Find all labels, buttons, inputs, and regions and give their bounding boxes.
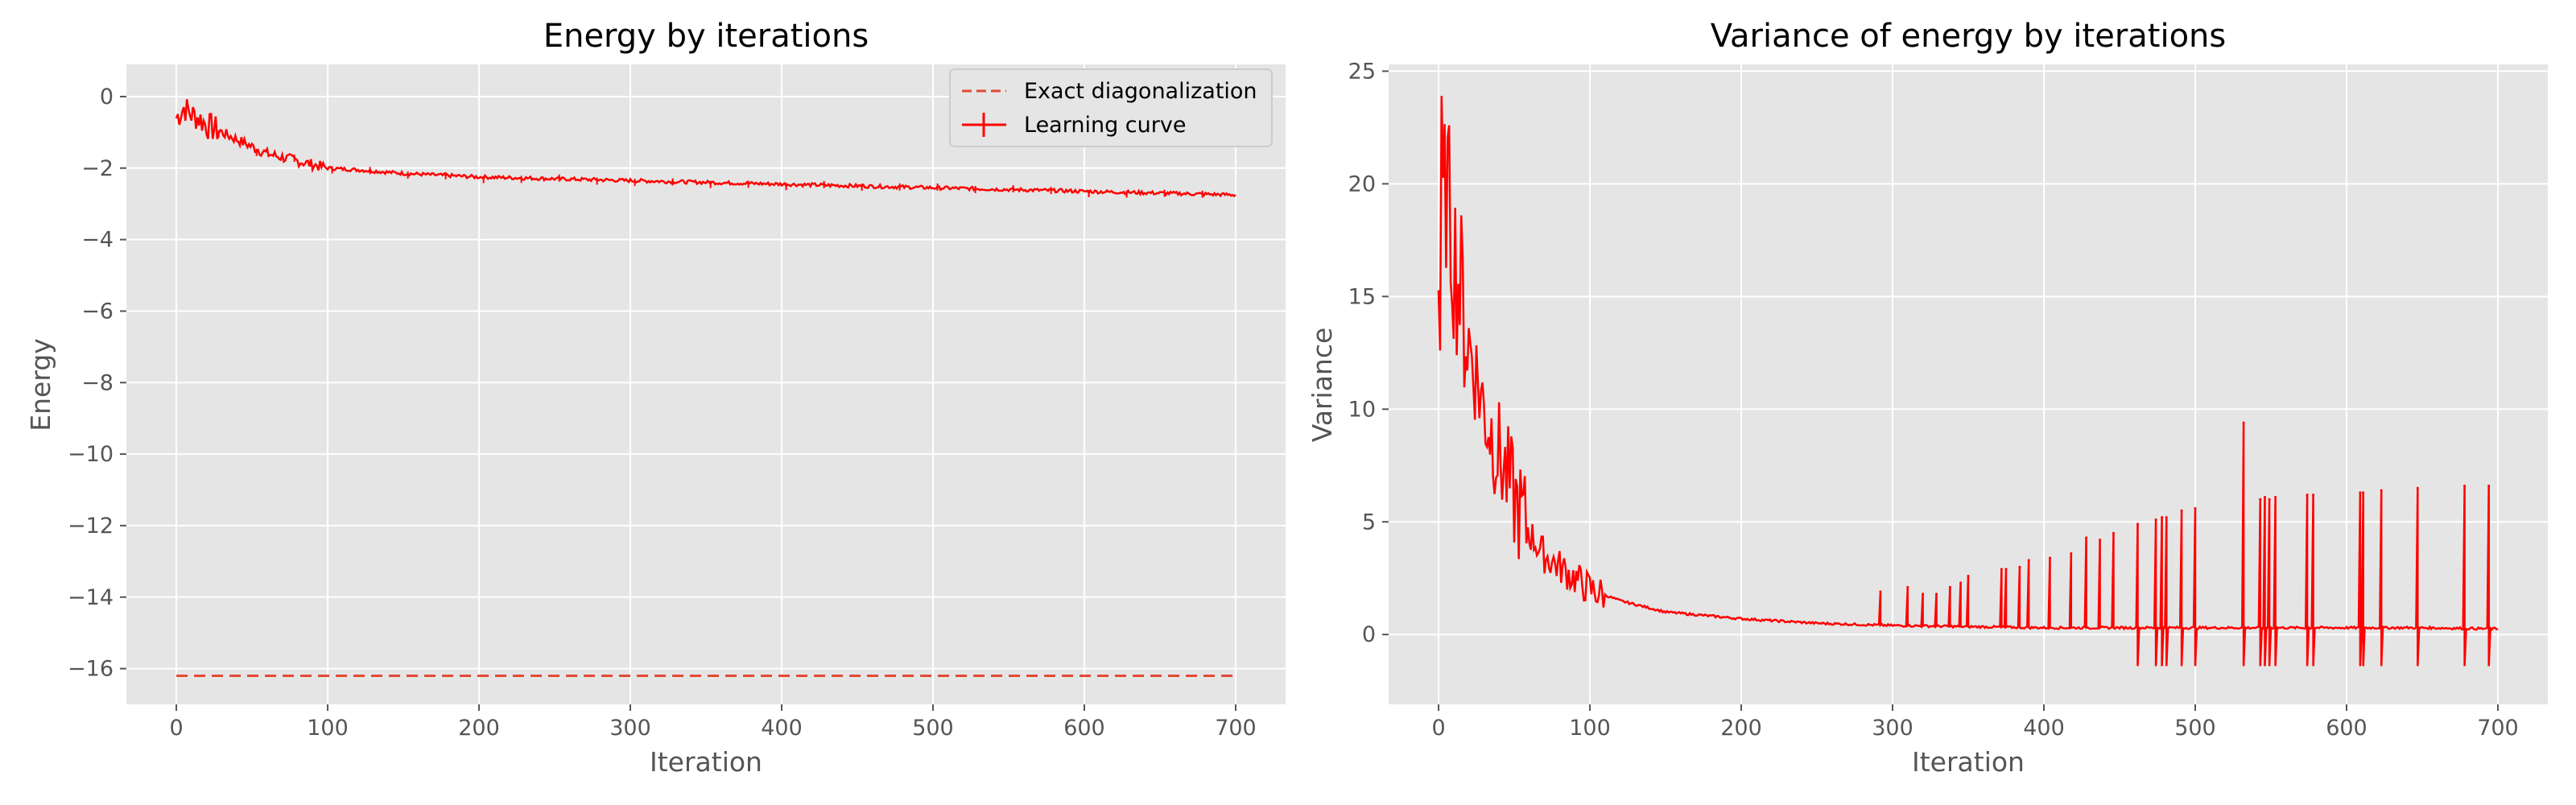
legend-box [949, 68, 1273, 147]
x-tick-label: 500 [2174, 716, 2216, 741]
variance-spike-point [2306, 493, 2309, 497]
x-tick-label: 300 [609, 716, 651, 741]
energy-plot-area [126, 64, 1286, 704]
variance-spike-point [1879, 590, 1882, 593]
variance-spike-point [2274, 495, 2277, 498]
variance-spike-point [2312, 493, 2315, 497]
legend-exact-diagonalization-label: Exact diagonalization [1024, 79, 1257, 104]
variance-spike-point [2000, 568, 2003, 571]
variance-spike-point [2487, 484, 2491, 487]
variance-chart-title: Variance of energy by iterations [1711, 18, 2226, 55]
y-tick-label: −6 [81, 299, 114, 324]
variance-spike-point [1935, 592, 1938, 596]
x-tick-label: 300 [1872, 716, 1913, 741]
y-tick-label: 10 [1348, 397, 1376, 422]
variance-spike-point [2004, 568, 2008, 571]
x-tick-label: 700 [1215, 716, 1257, 741]
variance-spike-point [2194, 506, 2197, 510]
x-tick-label: 200 [1720, 716, 1762, 741]
variance-spike-point [2268, 497, 2271, 501]
x-tick-label: 700 [2477, 716, 2519, 741]
variance-spike-point [1906, 585, 1909, 588]
variance-series [1437, 96, 2499, 667]
y-tick-label: −16 [68, 657, 114, 682]
variance-spike-point [2380, 489, 2383, 492]
y-tick-label: 0 [100, 85, 114, 109]
y-tick-label: 0 [1362, 622, 1376, 647]
variance-spike-point [2136, 522, 2140, 526]
variance-spike-point [1959, 581, 1963, 584]
y-tick-label: −14 [68, 585, 114, 610]
variance-spike-point [2242, 421, 2245, 424]
variance-spike-point [2362, 491, 2365, 494]
variance-spike-point [2027, 559, 2030, 562]
variance-x-axis-label: Iteration [1912, 746, 2025, 778]
x-tick-label: 0 [169, 716, 183, 741]
x-tick-label: 200 [458, 716, 500, 741]
y-tick-label: 20 [1348, 171, 1376, 196]
energy-gridlines [126, 64, 1286, 704]
energy-legend: Exact diagonalization Learning curve [949, 68, 1273, 147]
y-tick-label: −10 [68, 442, 114, 467]
variance-spike-point [2018, 565, 2021, 568]
x-tick-label: 500 [912, 716, 954, 741]
variance-y-axis-label: Variance [1307, 328, 1338, 443]
variance-spike-point [2049, 556, 2052, 559]
y-tick-label: 25 [1348, 59, 1376, 84]
variance-spike-point [2161, 516, 2164, 519]
x-tick-label: 400 [761, 716, 803, 741]
variance-spike-point [1948, 585, 1951, 588]
variance-panel: 0 100 200 300 400 500 600 700 0 5 10 15 20 25 Varianc… [1307, 18, 2548, 778]
energy-x-axis-label: Iteration [650, 746, 762, 778]
variance-ticks: 0 100 200 300 400 500 600 700 0 5 10 15 20 25 [1348, 59, 2519, 741]
energy-ticks: 0 100 200 300 400 500 600 700 0 −2 −4 −6 −8 −10 −12 −14… [68, 85, 1257, 741]
y-tick-label: −2 [81, 156, 114, 181]
variance-spike-point [1922, 592, 1925, 596]
variance-line [1437, 96, 2499, 667]
variance-spike-point [2263, 495, 2266, 498]
variance-spike-point [2463, 484, 2467, 487]
y-tick-label: −12 [68, 514, 114, 539]
energy-panel: 0 100 200 300 400 500 600 700 0 −2 −4 −6 −8 −10 −12 −14… [25, 18, 1286, 778]
x-tick-label: 400 [2023, 716, 2065, 741]
variance-spike-point [2085, 536, 2088, 539]
energy-series [175, 99, 1236, 677]
y-tick-label: −8 [81, 370, 114, 395]
variance-spike-point [2416, 486, 2419, 489]
y-tick-label: 5 [1362, 510, 1376, 535]
variance-gridlines [1389, 64, 2548, 704]
variance-spike-point [2070, 551, 2073, 555]
x-tick-label: 600 [2326, 716, 2368, 741]
x-tick-label: 100 [1569, 716, 1611, 741]
legend-learning-curve-label: Learning curve [1024, 113, 1186, 138]
x-tick-label: 0 [1431, 716, 1445, 741]
variance-spike-point [2154, 518, 2157, 521]
learning-curve-line [175, 99, 1236, 198]
variance-spike-point [1967, 574, 1970, 577]
x-tick-label: 100 [307, 716, 349, 741]
y-tick-label: −4 [81, 228, 114, 253]
variance-spike-point [2099, 539, 2102, 542]
variance-spike-point [2359, 491, 2362, 494]
y-tick-label: 15 [1348, 284, 1376, 309]
energy-chart-title: Energy by iterations [543, 18, 869, 55]
variance-spike-point [2180, 509, 2183, 512]
variance-spike-point [2112, 531, 2115, 535]
x-tick-label: 600 [1063, 716, 1105, 741]
variance-spike-point [2165, 516, 2168, 519]
variance-spike-point [2259, 497, 2262, 501]
energy-y-axis-label: Energy [25, 338, 56, 431]
